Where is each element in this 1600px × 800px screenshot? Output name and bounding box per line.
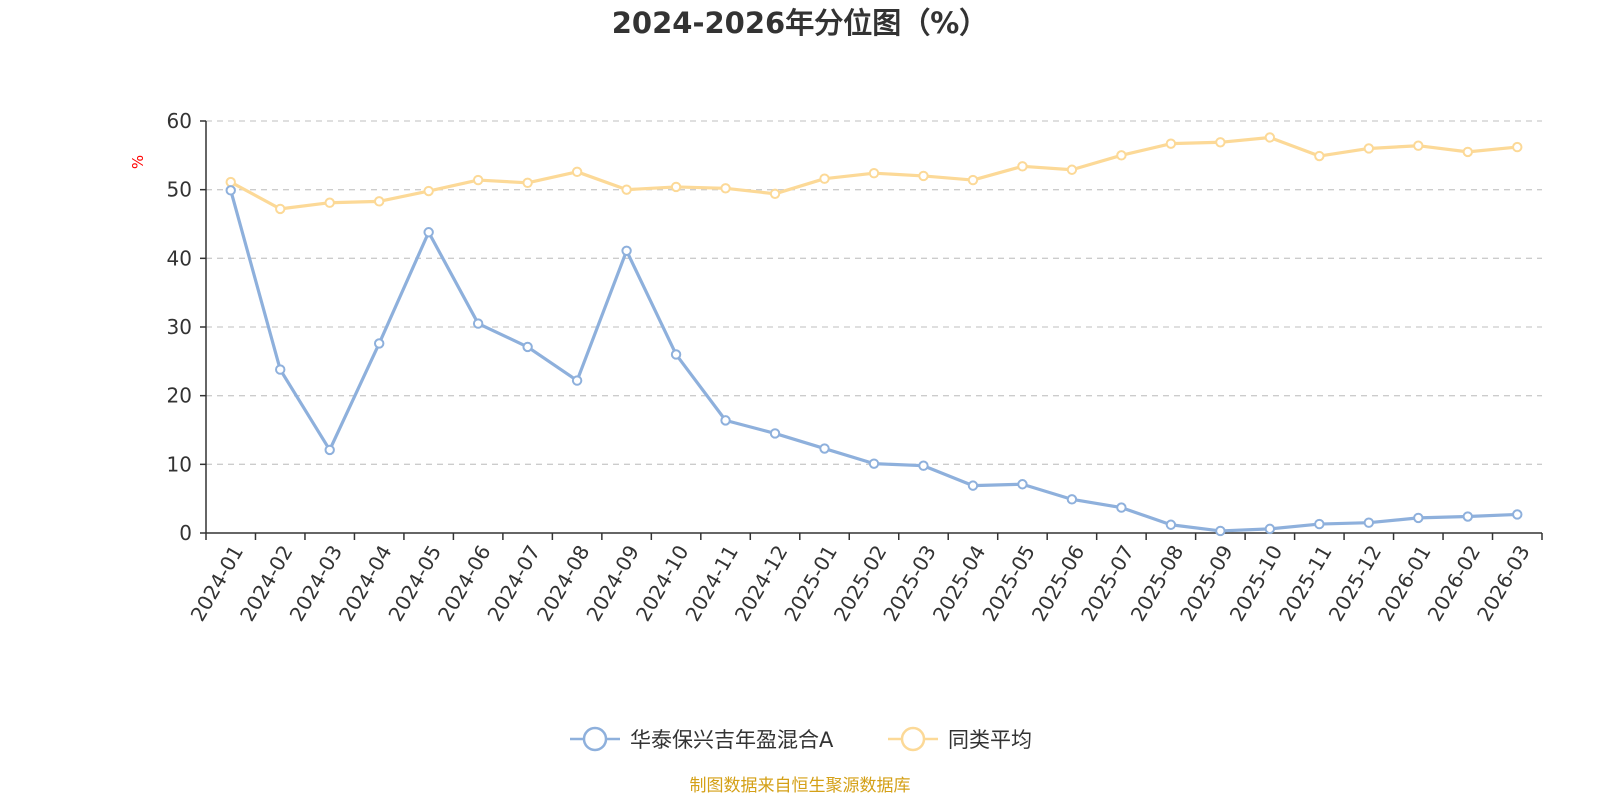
data-point[interactable]	[472, 318, 484, 329]
data-point[interactable]	[1116, 150, 1127, 161]
data-point[interactable]	[819, 443, 830, 454]
series-1	[225, 132, 1523, 215]
y-tick-label: 40	[167, 246, 192, 270]
data-point[interactable]	[621, 184, 632, 195]
data-point[interactable]	[423, 227, 434, 238]
source-note: 制图数据来自恒生聚源数据库	[690, 776, 911, 796]
data-point[interactable]	[1462, 146, 1473, 158]
series-lines	[225, 132, 1523, 537]
data-point[interactable]	[423, 185, 434, 197]
data-point[interactable]	[769, 188, 781, 199]
series-line	[229, 189, 1518, 533]
data-point[interactable]	[1017, 161, 1028, 172]
data-point[interactable]	[621, 245, 632, 256]
data-point[interactable]	[571, 166, 583, 178]
data-point[interactable]	[670, 349, 682, 360]
data-point[interactable]	[1215, 137, 1226, 148]
chart-title: 2024-2026年分位图（%）	[612, 6, 989, 40]
data-point[interactable]	[571, 375, 583, 386]
data-point[interactable]	[275, 203, 286, 215]
data-point[interactable]	[720, 183, 731, 194]
legend-item-0[interactable]: 华泰保兴吉年盈混合A	[570, 726, 834, 752]
data-point[interactable]	[522, 177, 533, 189]
data-point[interactable]	[967, 174, 979, 186]
data-point[interactable]	[324, 444, 335, 456]
data-point[interactable]	[522, 341, 533, 353]
y-tick-label: 20	[167, 384, 192, 408]
data-point[interactable]	[819, 173, 830, 184]
data-point[interactable]	[1363, 143, 1375, 154]
axes: 01020304050602024-012024-022024-032024-0…	[167, 109, 1543, 625]
legend-marker-icon	[582, 726, 608, 752]
data-point[interactable]	[1066, 164, 1078, 175]
data-point[interactable]	[373, 196, 385, 207]
data-point[interactable]	[769, 428, 781, 439]
data-point[interactable]	[1363, 517, 1375, 528]
data-point[interactable]	[1314, 150, 1325, 162]
data-point[interactable]	[918, 170, 929, 182]
data-point[interactable]	[1512, 509, 1523, 520]
legend-item-1[interactable]: 同类平均	[888, 726, 1032, 752]
grid-lines	[206, 120, 1542, 465]
data-point[interactable]	[1066, 494, 1078, 505]
data-point[interactable]	[373, 338, 385, 349]
data-point[interactable]	[868, 458, 880, 469]
y-tick-label: 60	[167, 109, 192, 133]
y-tick-label: 30	[167, 315, 192, 339]
data-point[interactable]	[225, 185, 236, 196]
y-axis-unit-label: %	[129, 155, 147, 169]
data-point[interactable]	[967, 480, 979, 491]
series-0	[225, 185, 1523, 537]
data-point[interactable]	[670, 181, 682, 193]
data-point[interactable]	[1462, 511, 1473, 522]
data-point[interactable]	[1314, 518, 1325, 530]
data-point[interactable]	[868, 167, 880, 179]
y-tick-label: 10	[167, 452, 192, 476]
data-point[interactable]	[1264, 523, 1276, 535]
data-point[interactable]	[324, 197, 335, 208]
data-point[interactable]	[1116, 502, 1127, 513]
data-point[interactable]	[918, 460, 929, 471]
legend-label: 华泰保兴吉年盈混合A	[630, 728, 834, 752]
legend-marker-icon	[900, 726, 926, 752]
data-point[interactable]	[1165, 138, 1177, 149]
data-point[interactable]	[1413, 512, 1424, 524]
data-point[interactable]	[720, 415, 731, 426]
data-point[interactable]	[472, 174, 484, 186]
data-point[interactable]	[1165, 519, 1177, 530]
data-point[interactable]	[1512, 141, 1523, 153]
data-point[interactable]	[1264, 132, 1276, 143]
data-point[interactable]	[1413, 140, 1424, 151]
data-point[interactable]	[1215, 525, 1226, 537]
data-point[interactable]	[275, 364, 286, 375]
legend-label: 同类平均	[948, 728, 1032, 752]
data-point[interactable]	[225, 176, 236, 188]
y-tick-label: 0	[179, 521, 192, 545]
data-point[interactable]	[1017, 479, 1028, 490]
legend[interactable]: 华泰保兴吉年盈混合A 同类平均	[570, 726, 1032, 752]
y-tick-label: 50	[167, 178, 192, 202]
